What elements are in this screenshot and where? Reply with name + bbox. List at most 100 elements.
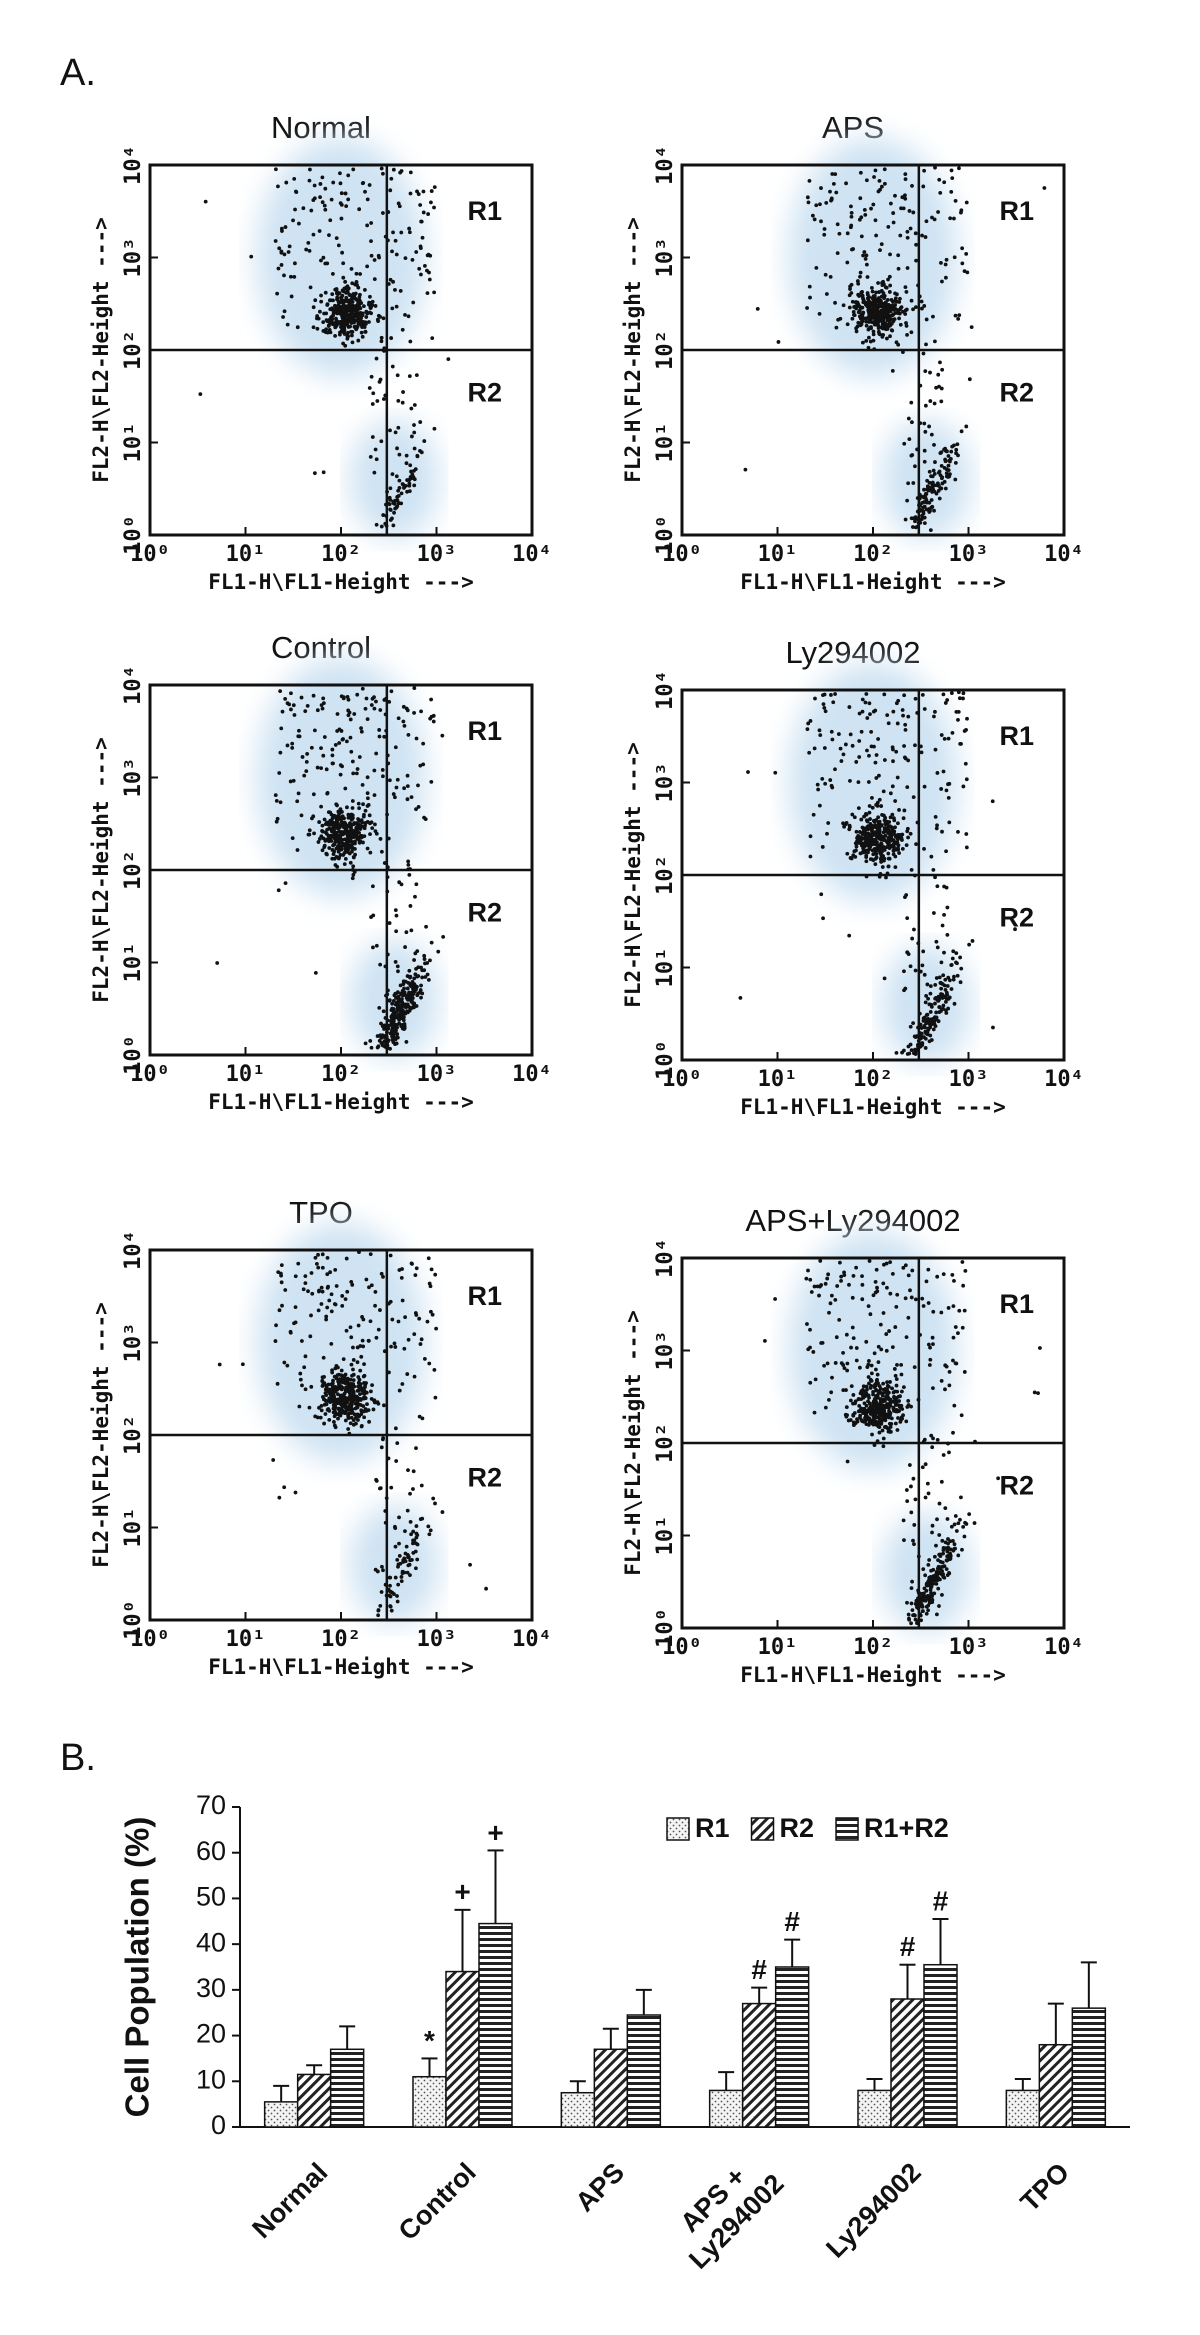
event-dot: [327, 233, 331, 238]
event-dot: [358, 1403, 363, 1407]
event-dot: [342, 311, 346, 316]
event-dot: [373, 1290, 378, 1294]
event-dot: [910, 1579, 914, 1584]
event-dot: [810, 213, 815, 218]
event-dot: [932, 401, 937, 406]
event-dot: [368, 294, 372, 299]
event-dot: [906, 1044, 911, 1049]
event-dot: [903, 1263, 908, 1268]
event-dot: [926, 488, 931, 493]
event-dot: [858, 274, 862, 279]
event-dot: [874, 818, 879, 822]
event-dot: [418, 203, 423, 207]
event-dot: [422, 957, 427, 962]
event-dot: [349, 1335, 354, 1340]
event-dot: [343, 279, 348, 284]
event-dot: [355, 767, 360, 771]
event-dot: [362, 812, 366, 817]
event-dot: [819, 186, 823, 190]
event-dot: [340, 764, 344, 769]
event-dot: [348, 1421, 353, 1426]
event-dot: [943, 1506, 948, 1511]
event-dot: [387, 778, 392, 783]
event-dot: [817, 312, 822, 316]
event-dot: [421, 210, 426, 215]
event-dot: [425, 291, 430, 296]
event-dot: [309, 1271, 314, 1275]
event-dot: [355, 1412, 360, 1417]
event-dot: [349, 308, 354, 313]
event-dot: [962, 1370, 967, 1374]
x-tick-label: 10¹: [758, 1635, 798, 1660]
event-dot: [273, 1339, 278, 1343]
event-dot: [821, 916, 825, 921]
event-dot: [887, 1409, 891, 1413]
event-dot: [898, 296, 902, 301]
event-dot: [911, 1476, 916, 1481]
event-dot: [859, 843, 864, 848]
event-dot: [865, 819, 870, 824]
event-dot: [867, 300, 872, 305]
event-dot: [419, 709, 423, 714]
event-dot: [867, 841, 871, 846]
event-dot: [930, 1576, 935, 1580]
event-dot: [343, 786, 348, 791]
event-dot: [354, 280, 359, 284]
y-tick-label: 10³: [653, 1331, 678, 1371]
event-dot: [346, 812, 351, 817]
event-dot: [926, 1342, 931, 1347]
event-dot: [828, 274, 833, 279]
event-dot: [878, 856, 883, 861]
event-dot: [293, 261, 297, 266]
event-dot: [332, 1419, 336, 1424]
event-dot: [388, 1046, 392, 1051]
event-dot: [279, 263, 284, 267]
event-dot: [867, 701, 872, 706]
event-dot: [942, 1575, 947, 1580]
event-dot: [852, 313, 856, 317]
event-dot: [369, 1389, 373, 1394]
event-dot: [399, 1024, 404, 1029]
event-dot: [871, 1293, 876, 1298]
y-tick-label: 10¹: [121, 1508, 146, 1548]
event-dot: [313, 971, 318, 975]
event-dot: [909, 330, 914, 335]
event-dot: [894, 1304, 899, 1309]
event-dot: [960, 246, 965, 251]
event-dot: [413, 894, 417, 899]
x-tick-label: 10²: [321, 1627, 361, 1652]
event-dot: [829, 198, 833, 203]
event-dot: [876, 329, 881, 334]
event-dot: [963, 1520, 967, 1525]
event-dot: [849, 211, 854, 215]
event-dot: [882, 181, 887, 186]
event-dot: [848, 732, 853, 737]
y-tick-label: 10²: [121, 330, 146, 370]
event-dot: [867, 295, 871, 300]
event-dot: [848, 856, 853, 860]
event-dot: [358, 313, 363, 317]
event-dot: [922, 168, 927, 173]
event-dot: [945, 1558, 949, 1563]
event-dot: [394, 474, 399, 479]
event-dot: [833, 1297, 838, 1302]
event-dot: [920, 306, 924, 311]
event-dot: [278, 689, 283, 693]
event-dot: [865, 291, 870, 295]
event-dot: [305, 704, 310, 708]
event-dot: [356, 338, 361, 343]
event-dot: [854, 1358, 859, 1363]
event-dot: [927, 1558, 932, 1562]
event-dot: [391, 1019, 396, 1023]
event-dot: [425, 1319, 430, 1324]
event-dot: [307, 178, 312, 183]
event-dot: [393, 238, 398, 243]
event-dot: [395, 1594, 399, 1598]
event-dot: [935, 945, 940, 950]
event-dot: [914, 842, 918, 847]
event-dot: [854, 300, 858, 304]
event-dot: [414, 1535, 419, 1540]
event-dot: [807, 750, 812, 755]
region-label: R2: [467, 898, 502, 928]
